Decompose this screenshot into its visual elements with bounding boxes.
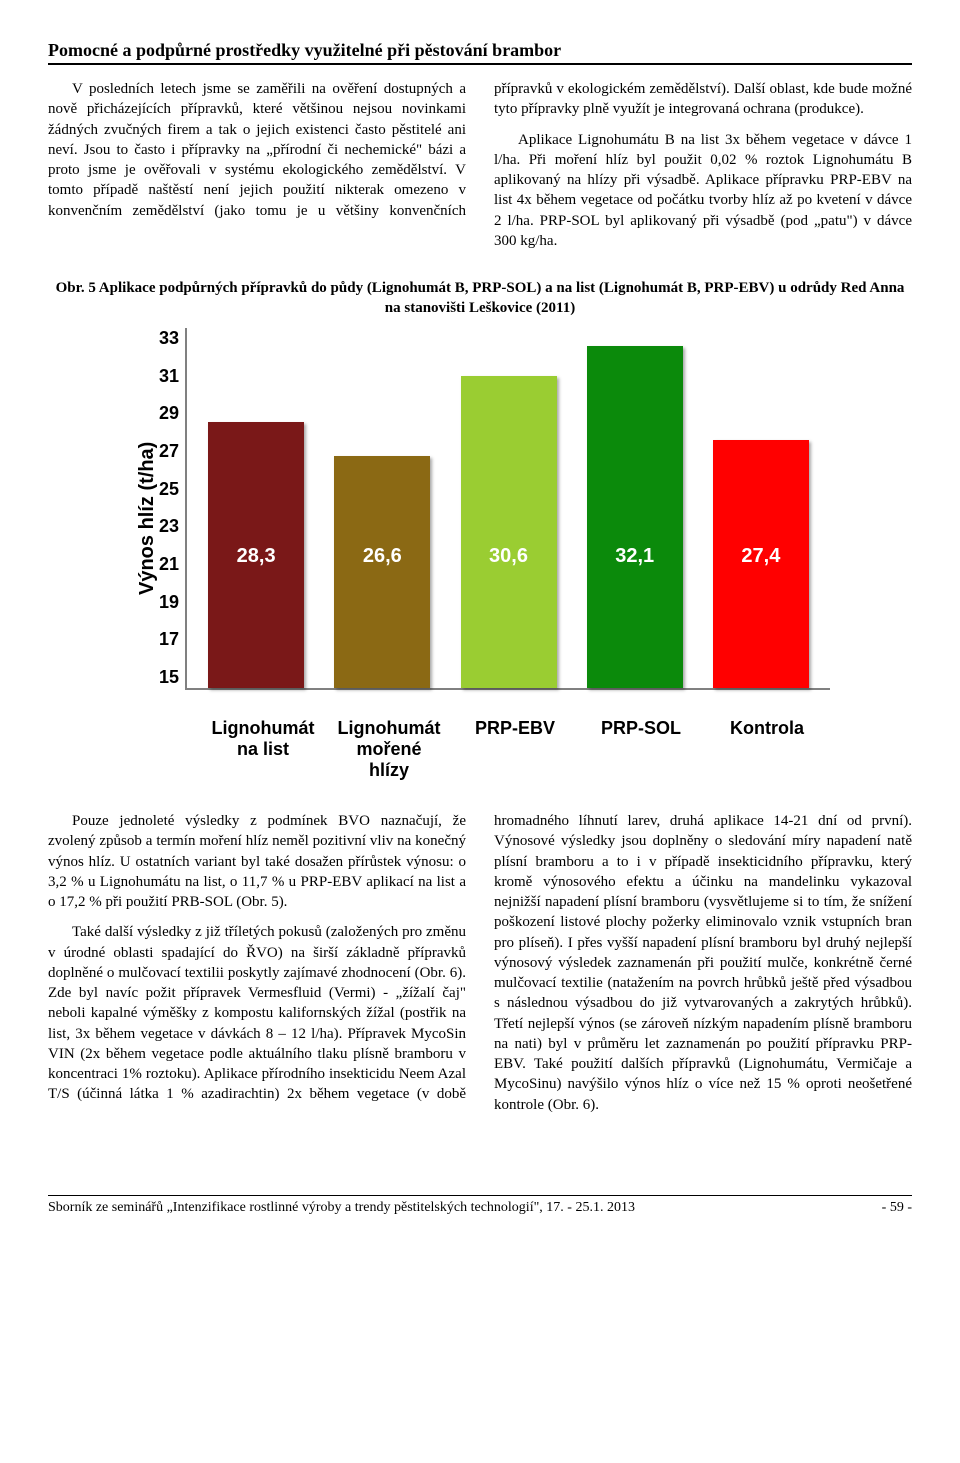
y-tick: 19: [159, 592, 179, 613]
y-tick: 33: [159, 328, 179, 349]
y-tick: 27: [159, 441, 179, 462]
y-tick: 29: [159, 403, 179, 424]
txt: Aplikace Lignohumátu B na list 3x během …: [518, 132, 905, 148]
bottom-text-columns: Pouze jednoleté výsledky z podmínek BVO …: [48, 811, 912, 1115]
x-tick-label: Lignohumát na list: [208, 714, 318, 781]
bar: 27,4: [713, 440, 809, 688]
bar-value-label: 26,6: [334, 545, 430, 568]
y-axis-ticks: 33 31 29 27 25 23 21 19 17 15: [159, 328, 185, 688]
bottom-paragraph-1: Pouze jednoleté výsledky z podmínek BVO …: [48, 811, 466, 912]
y-tick: 15: [159, 667, 179, 688]
y-tick: 31: [159, 366, 179, 387]
top-text-columns: V posledních letech jsme se zaměřili na …: [48, 79, 912, 251]
x-tick-label: PRP-SOL: [586, 714, 696, 781]
bar: 28,3: [208, 422, 304, 688]
y-tick: 21: [159, 554, 179, 575]
txt: Při moření hlíz byl použit 0,02 % roztok…: [494, 152, 912, 249]
plot-area: 28,3 26,6 30,6 32,1 27,4: [185, 328, 830, 690]
x-axis-labels: Lignohumát na listLignohumát mořené hlíz…: [200, 708, 830, 781]
x-tick-label: PRP-EBV: [460, 714, 570, 781]
bar-value-label: 27,4: [713, 545, 809, 568]
y-tick: 23: [159, 516, 179, 537]
bar-value-label: 30,6: [461, 545, 557, 568]
bar-chart: Výnos hlíz (t/ha) 33 31 29 27 25 23 21 19 17 15 2…: [130, 328, 830, 781]
bar-value-label: 28,3: [208, 545, 304, 568]
bar: 26,6: [334, 456, 430, 688]
bar: 32,1: [587, 346, 683, 688]
top-paragraph-2: Aplikace Lignohumátu B na list 3x během …: [494, 130, 912, 252]
page-footer: Sborník ze seminářů „Intenzifikace rostl…: [48, 1195, 912, 1216]
footer-right: - 59 -: [882, 1200, 912, 1216]
x-tick-label: Lignohumát mořené hlízy: [334, 714, 444, 781]
footer-left: Sborník ze seminářů „Intenzifikace rostl…: [48, 1200, 635, 1216]
page-title: Pomocné a podpůrné prostředky využitelné…: [48, 40, 912, 65]
y-tick: 25: [159, 479, 179, 500]
bar-value-label: 32,1: [587, 545, 683, 568]
y-axis-label: Výnos hlíz (t/ha): [130, 328, 159, 708]
figure-caption: Obr. 5 Aplikace podpůrných přípravků do …: [48, 279, 912, 318]
y-tick: 17: [159, 629, 179, 650]
x-tick-label: Kontrola: [712, 714, 822, 781]
bar: 30,6: [461, 376, 557, 688]
